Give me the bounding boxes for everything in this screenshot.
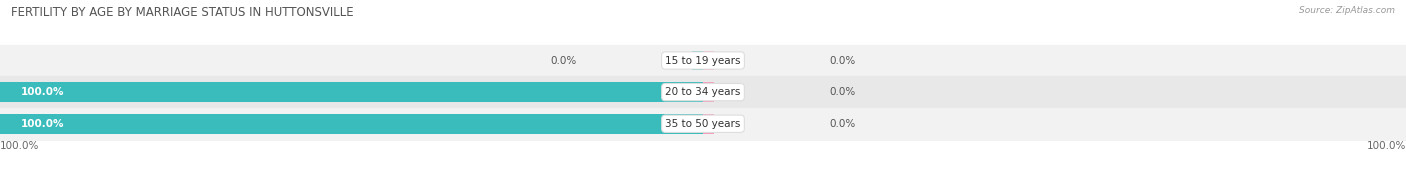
Bar: [0, 76, 1406, 108]
Text: 35 to 50 years: 35 to 50 years: [665, 119, 741, 129]
Bar: [0, 45, 1406, 76]
Text: 0.0%: 0.0%: [830, 55, 856, 65]
Bar: [703, 114, 713, 133]
Bar: [0, 108, 1406, 140]
Text: 15 to 19 years: 15 to 19 years: [665, 55, 741, 65]
Text: 100.0%: 100.0%: [1367, 141, 1406, 151]
Text: 100.0%: 100.0%: [0, 141, 39, 151]
Bar: [703, 82, 713, 102]
Bar: [693, 51, 703, 70]
Text: 0.0%: 0.0%: [830, 87, 856, 97]
Bar: [0, 82, 703, 102]
Text: 0.0%: 0.0%: [830, 119, 856, 129]
Text: 100.0%: 100.0%: [21, 119, 65, 129]
Text: 100.0%: 100.0%: [21, 87, 65, 97]
Text: 0.0%: 0.0%: [550, 55, 576, 65]
Text: 20 to 34 years: 20 to 34 years: [665, 87, 741, 97]
Text: Source: ZipAtlas.com: Source: ZipAtlas.com: [1299, 6, 1395, 15]
Text: FERTILITY BY AGE BY MARRIAGE STATUS IN HUTTONSVILLE: FERTILITY BY AGE BY MARRIAGE STATUS IN H…: [11, 6, 354, 19]
Bar: [703, 51, 713, 70]
Bar: [0, 114, 703, 133]
